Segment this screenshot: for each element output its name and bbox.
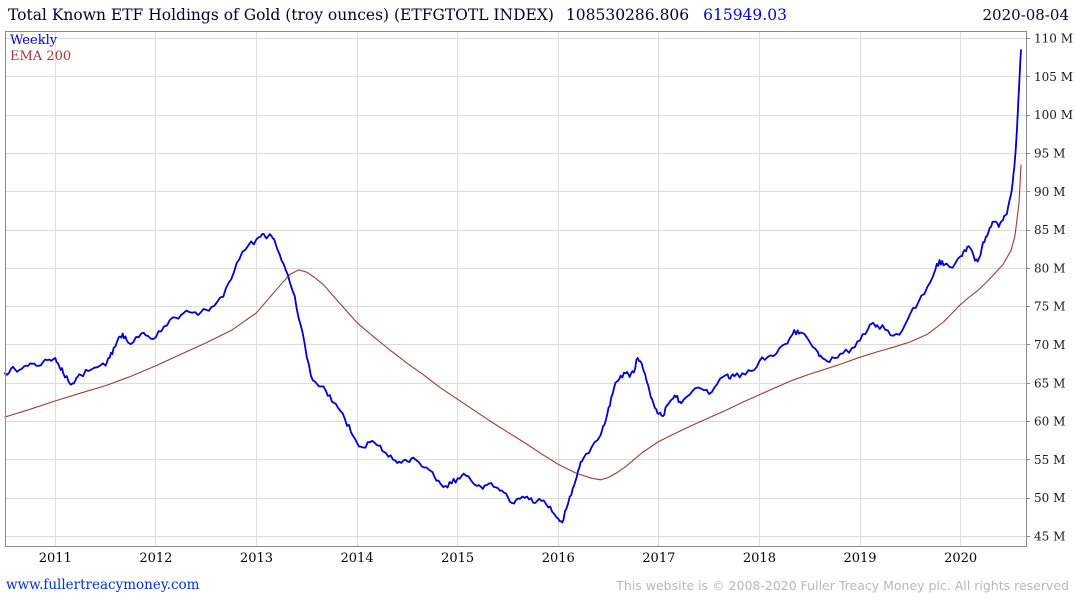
svg-text:2019: 2019 — [843, 551, 876, 566]
chart-date: 2020-08-04 — [982, 6, 1069, 24]
chart-change-value: 615949.03 — [703, 6, 787, 24]
chart-area[interactable]: 45 M 50 M 55 M 60 M 65 M 70 M 75 M 80 M 85 M 90 M… — [0, 30, 1075, 570]
svg-text:2011: 2011 — [39, 551, 72, 566]
chart-legend: Weekly EMA 200 — [10, 33, 71, 65]
svg-text:2013: 2013 — [240, 551, 273, 566]
svg-text:45 M: 45 M — [1034, 529, 1065, 543]
chart-last-value: 108530286.806 — [565, 6, 690, 24]
chart-title-group: Total Known ETF Holdings of Gold (troy o… — [0, 6, 787, 24]
page-footer: www.fullertreacymoney.com This website i… — [0, 570, 1075, 600]
svg-text:60 M: 60 M — [1034, 415, 1065, 429]
svg-text:2014: 2014 — [341, 551, 374, 566]
svg-text:105 M: 105 M — [1034, 70, 1073, 84]
svg-text:55 M: 55 M — [1034, 453, 1065, 467]
chart-header: Total Known ETF Holdings of Gold (troy o… — [0, 0, 1075, 30]
svg-text:85 M: 85 M — [1034, 223, 1065, 237]
svg-text:2012: 2012 — [139, 551, 172, 566]
svg-text:2016: 2016 — [542, 551, 575, 566]
svg-text:50 M: 50 M — [1034, 491, 1065, 505]
legend-weekly-label: Weekly — [10, 33, 58, 48]
website-link[interactable]: www.fullertreacymoney.com — [6, 577, 200, 593]
svg-text:100 M: 100 M — [1034, 108, 1073, 122]
x-axis-labels: 2011 2012 2013 2014 2015 2016 2017 2018 2019 2020 — [39, 551, 977, 566]
svg-text:110 M: 110 M — [1034, 32, 1073, 46]
svg-text:80 M: 80 M — [1034, 261, 1065, 275]
svg-text:90 M: 90 M — [1034, 185, 1065, 199]
plot-border — [5, 31, 1027, 547]
svg-text:2015: 2015 — [441, 551, 474, 566]
series-line-ema-200 — [4, 164, 1022, 481]
copyright-text: This website is © 2008-2020 Fuller Treac… — [616, 577, 1069, 593]
series-line-weekly — [4, 49, 1022, 524]
svg-text:65 M: 65 M — [1034, 376, 1065, 390]
svg-text:70 M: 70 M — [1034, 338, 1065, 352]
svg-text:95 M: 95 M — [1034, 147, 1065, 161]
y-axis-labels: 45 M 50 M 55 M 60 M 65 M 70 M 75 M 80 M 85 M 90 M… — [1026, 32, 1073, 543]
svg-text:75 M: 75 M — [1034, 300, 1065, 314]
legend-ema-label: EMA 200 — [10, 49, 72, 64]
chart-title: Total Known ETF Holdings of Gold (troy o… — [8, 6, 554, 24]
svg-text:2020: 2020 — [944, 551, 977, 566]
svg-text:2017: 2017 — [642, 551, 675, 566]
gold-etf-holdings-chart[interactable]: 45 M 50 M 55 M 60 M 65 M 70 M 75 M 80 M 85 M 90 M… — [0, 30, 1075, 570]
svg-text:2018: 2018 — [743, 551, 776, 566]
grid-lines — [5, 31, 1026, 546]
